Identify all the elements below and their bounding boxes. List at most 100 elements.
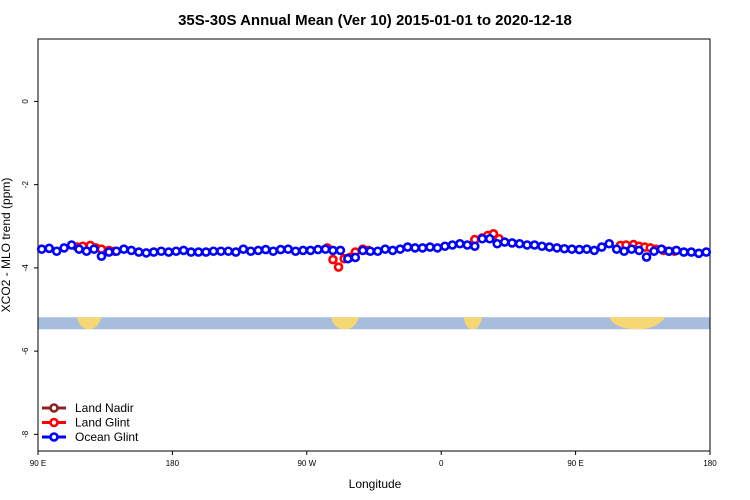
data-point: [559, 243, 570, 254]
data-point: [402, 242, 413, 252]
data-point: [626, 244, 637, 254]
data-point: [693, 248, 704, 259]
data-point: [357, 245, 368, 256]
data-point: [484, 233, 495, 244]
data-point: [335, 245, 346, 256]
data-point: [492, 238, 503, 249]
data-point: [611, 244, 622, 254]
data-point: [641, 252, 652, 262]
data-point: [455, 238, 465, 249]
data-point: [231, 247, 241, 257]
data-point: [529, 240, 540, 250]
data-point: [81, 246, 92, 257]
data-point: [507, 238, 517, 248]
series-layer: [36, 228, 712, 272]
x-tick-label: 90 E: [30, 459, 46, 468]
data-point: [320, 244, 331, 254]
data-point: [537, 241, 547, 252]
x-axis-label: Longitude: [349, 477, 402, 491]
data-point: [649, 246, 659, 257]
land-mass: [609, 317, 666, 330]
data-point: [333, 262, 344, 272]
data-point: [604, 238, 615, 249]
legend-marker: [49, 417, 59, 428]
legend-item: Land Nadir: [42, 401, 134, 415]
data-point: [268, 246, 279, 257]
data-point: [462, 240, 473, 250]
data-point: [328, 254, 338, 265]
data-point: [477, 233, 488, 244]
data-point: [380, 244, 391, 254]
data-point: [328, 245, 338, 256]
data-point: [596, 242, 607, 252]
data-point: [163, 247, 174, 257]
data-point: [275, 244, 286, 255]
data-point: [589, 245, 600, 256]
data-point: [581, 244, 592, 254]
data-point: [89, 244, 99, 254]
y-tick-label: -6: [21, 347, 30, 355]
data-point: [59, 243, 69, 253]
data-point: [96, 251, 107, 262]
data-point: [119, 244, 129, 254]
data-point: [66, 240, 77, 250]
y-axis: 0 -2 -4 -6 -8: [21, 99, 38, 438]
data-point: [417, 243, 428, 253]
legend-marker: [49, 403, 59, 413]
plot-frame: [37, 38, 711, 452]
legend-label: Ocean Glint: [75, 430, 139, 444]
legend-item: Land Glint: [42, 416, 130, 430]
data-point: [544, 242, 555, 252]
data-point: [223, 246, 234, 257]
data-point: [514, 238, 525, 249]
data-point: [141, 248, 152, 258]
data-point: [395, 244, 405, 254]
data-point: [74, 244, 84, 254]
data-point: [679, 247, 689, 257]
data-point: [260, 244, 271, 255]
ocean-band: [38, 317, 710, 330]
land-mass: [331, 317, 360, 330]
x-tick-label: 90 E: [567, 459, 583, 468]
data-point: [216, 246, 226, 257]
data-point: [567, 244, 577, 254]
data-point: [440, 241, 450, 252]
data-point: [701, 247, 712, 257]
data-point: [671, 245, 682, 256]
data-point: [111, 246, 122, 257]
data-point: [246, 246, 256, 257]
data-point: [193, 247, 204, 257]
data-point: [36, 244, 47, 254]
land-mass: [77, 317, 102, 330]
data-point: [178, 245, 189, 256]
data-point: [447, 240, 458, 250]
series-ocean-glint: [36, 233, 712, 264]
legend-item: Ocean Glint: [42, 430, 139, 444]
data-point: [238, 244, 249, 254]
chart-title: 35S-30S Annual Mean (Ver 10) 2015-01-01 …: [178, 12, 572, 29]
data-point: [208, 246, 219, 257]
data-point: [51, 246, 62, 257]
y-tick-label: -4: [21, 264, 30, 272]
data-point: [201, 247, 211, 257]
data-point: [186, 247, 196, 257]
data-point: [634, 245, 644, 256]
data-point: [298, 245, 308, 256]
data-point: [343, 253, 353, 264]
data-point: [656, 244, 667, 254]
data-point: [171, 246, 181, 257]
data-point: [425, 242, 435, 252]
x-tick-label: 90 W: [297, 459, 316, 468]
data-point: [134, 247, 144, 257]
x-tick-label: 0: [439, 459, 444, 468]
data-point: [365, 246, 376, 257]
data-point: [156, 246, 166, 257]
y-tick-label: 0: [21, 99, 30, 104]
legend-label: Land Nadir: [75, 401, 134, 415]
data-point: [372, 246, 383, 257]
data-point: [387, 245, 398, 256]
data-point: [104, 247, 114, 257]
x-axis: 90 E 180 90 W 0 90 E 180: [30, 451, 717, 468]
data-point: [522, 240, 532, 250]
